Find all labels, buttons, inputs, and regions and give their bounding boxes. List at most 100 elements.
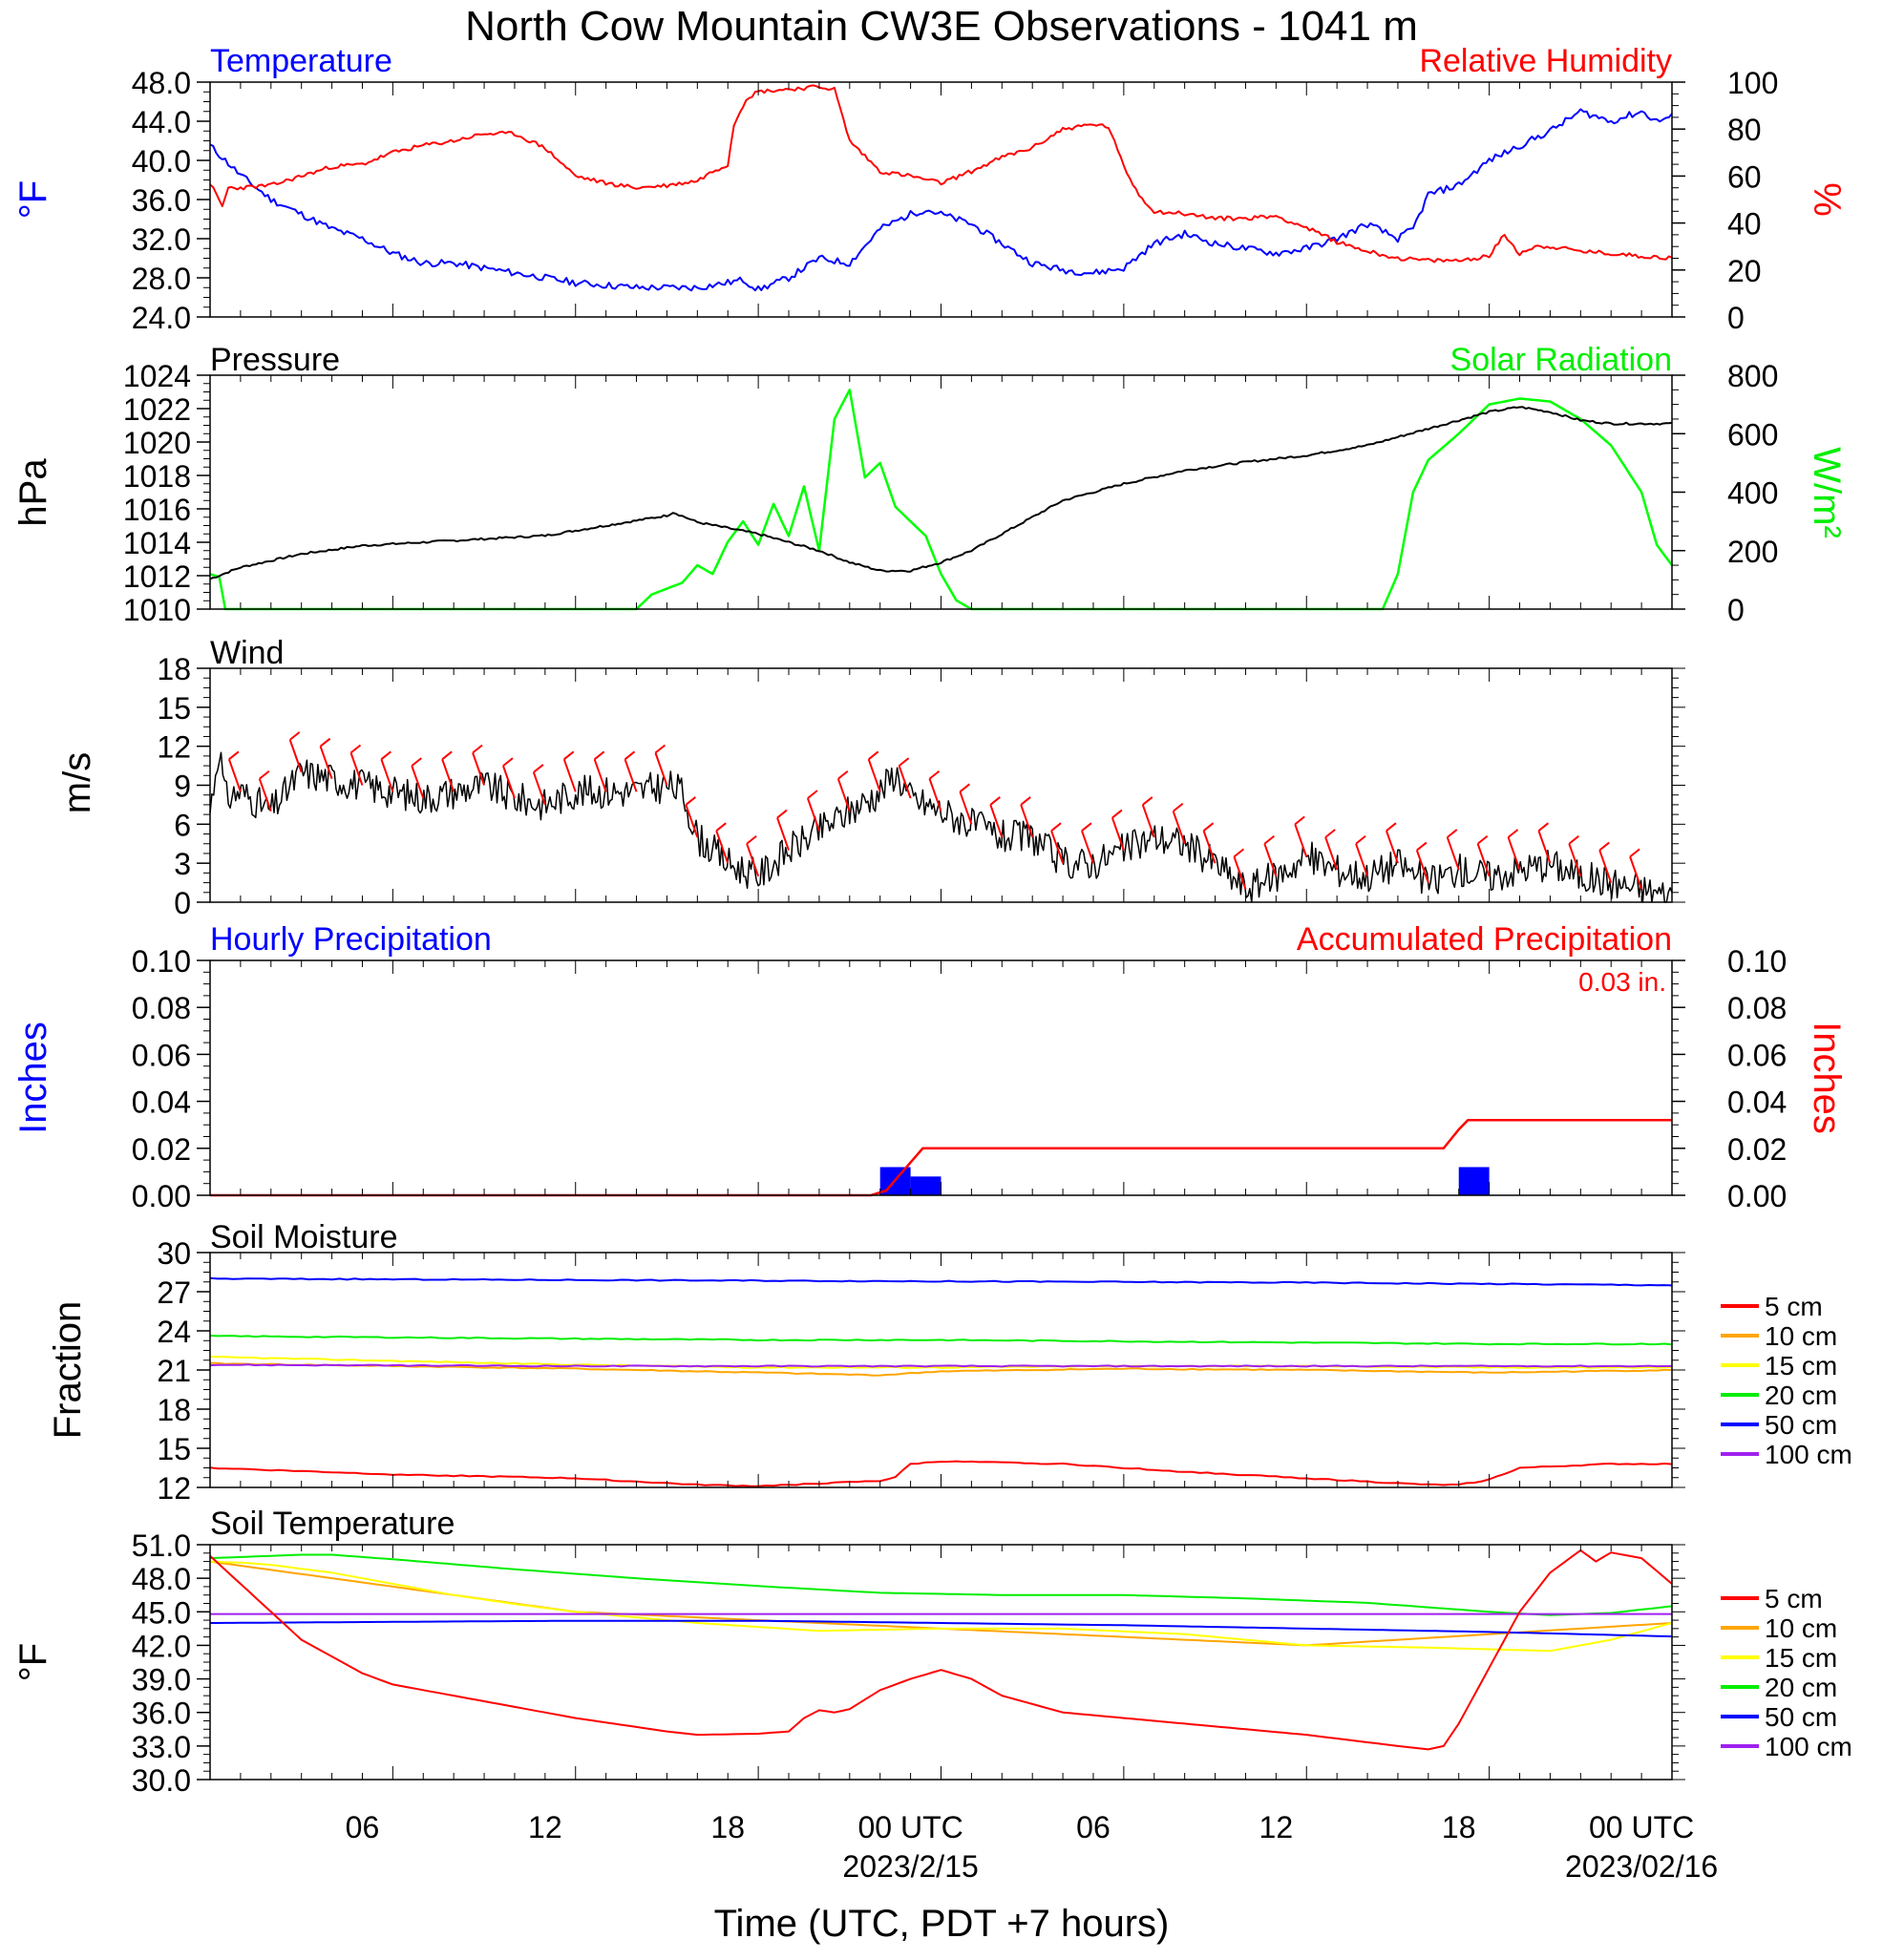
- temp-rh-frame: [209, 81, 1673, 318]
- sm-tick-label: 27: [157, 1275, 191, 1310]
- wind-barb: [1476, 843, 1491, 877]
- wind-barb-flag: [1477, 834, 1489, 845]
- wind-barb-flag: [502, 757, 514, 767]
- solar-title: Solar Radiation: [1450, 342, 1672, 378]
- wind-barb: [562, 758, 577, 792]
- pressure-tick-label: 1018: [123, 459, 191, 494]
- soil-moisture-ylabel: Fraction: [47, 1301, 89, 1440]
- st-legend-label: 100 cm: [1765, 1732, 1852, 1761]
- hourly-precip-ylabel: Inches: [12, 1022, 54, 1134]
- chart-title: North Cow Mountain CW3E Observations - 1…: [465, 3, 1418, 50]
- soil-temp-ticks: 51.048.045.042.039.036.033.030.0: [132, 1528, 1685, 1798]
- wind-barb-flag: [1537, 822, 1550, 832]
- st-tick-label: 30.0: [132, 1763, 191, 1798]
- soil-temp-line: [209, 1560, 1673, 1653]
- wind-barb-flag: [411, 757, 422, 767]
- wind-barb: [1081, 830, 1094, 864]
- date-label: 2023/02/16: [1565, 1849, 1718, 1884]
- st-tick-label: 42.0: [132, 1629, 191, 1663]
- precip-left-tick-label: 0.00: [132, 1179, 191, 1213]
- sm-legend-label: 15 cm: [1765, 1351, 1837, 1380]
- time-tick-label: 18: [1442, 1810, 1476, 1844]
- wind-barb-flag: [349, 744, 362, 754]
- precip-left-tick-label: 0.06: [132, 1038, 191, 1072]
- wind-barb: [715, 830, 730, 864]
- wind-barb: [319, 746, 333, 780]
- solar-line: [209, 389, 1674, 611]
- time-tick-label: 00 UTC: [857, 1810, 963, 1844]
- soil-temp-ylabel: °F: [12, 1643, 54, 1681]
- soil-moisture-title: Soil Moisture: [210, 1219, 398, 1255]
- wind-barb-flag: [624, 750, 636, 761]
- wind-tick-label: 12: [157, 730, 191, 765]
- wind-barb-flag: [1202, 822, 1215, 832]
- accum-precip-line: [210, 1119, 1672, 1197]
- hourly-precip-bar: [1458, 1167, 1490, 1195]
- wind-barb-flag: [1263, 834, 1275, 845]
- wind-barb: [806, 797, 820, 832]
- wind-barb-flag: [959, 783, 971, 793]
- wind-barb-flag: [594, 750, 605, 761]
- wind-barb-flag: [1050, 822, 1062, 832]
- wind-barb: [1172, 811, 1186, 845]
- solar-tick-label: 0: [1727, 593, 1745, 627]
- wind-tick-label: 18: [157, 652, 191, 686]
- wind-tick-label: 0: [174, 886, 191, 920]
- wind-barb: [1294, 824, 1308, 857]
- wind-barb: [441, 758, 455, 792]
- wind-line: [209, 751, 1673, 903]
- wind-barb-flag: [1447, 829, 1458, 838]
- precip-right-tick-label: 0.06: [1727, 1038, 1787, 1072]
- pressure-solar-series: [209, 389, 1674, 611]
- temp-rh-ticks: 48.0 44.0 40.0 36.0 32.0 28.0 24.0 100 80 60 40 20 0: [132, 66, 1779, 335]
- solar-ylabel: W/m²: [1806, 447, 1848, 538]
- solar-tick-label: 600: [1727, 417, 1778, 452]
- st-tick-label: 48.0: [132, 1562, 191, 1596]
- wind-barb: [593, 758, 607, 792]
- soil-temp-title: Soil Temperature: [210, 1506, 455, 1542]
- wind-barb-flag: [228, 750, 240, 761]
- wind-barb: [928, 778, 942, 812]
- wind-barb: [1446, 836, 1460, 871]
- wind-barb: [776, 817, 790, 851]
- soil-moisture-line: [209, 1363, 1673, 1368]
- pressure-ylabel: hPa: [12, 458, 54, 527]
- wind-barb: [532, 771, 546, 806]
- time-axis: 06 12 18 00 UTC 06 12 18 00 UTC 2023/2/15 2023/02…: [209, 82, 1718, 1884]
- soil-temp-frame: [209, 1544, 1673, 1781]
- wind-barb: [1141, 804, 1155, 838]
- wind-barb-flag: [685, 796, 696, 806]
- rh-tick-label: 40: [1727, 207, 1762, 242]
- hourly-precip-bar: [910, 1176, 942, 1195]
- wind-barb-flag: [989, 796, 1001, 806]
- soil-moisture-line: [209, 1355, 1673, 1369]
- wind-barb: [1385, 830, 1399, 864]
- wind-barb: [1050, 830, 1065, 864]
- pressure-line: [209, 406, 1673, 580]
- time-tick-label: 18: [710, 1810, 745, 1844]
- wind-barb: [1202, 830, 1217, 864]
- wind-barb: [1355, 843, 1368, 877]
- x-axis-label: Time (UTC, PDT +7 hours): [714, 1903, 1170, 1945]
- wind-barb-flag: [1111, 809, 1123, 819]
- sm-legend-label: 100 cm: [1765, 1440, 1852, 1469]
- wind-barb: [836, 778, 851, 812]
- wind-barb-flag: [1629, 848, 1640, 858]
- hourly-precip-title: Hourly Precipitation: [210, 921, 492, 958]
- st-tick-label: 36.0: [132, 1697, 191, 1731]
- temp-tick-label: 36.0: [132, 183, 191, 218]
- rh-ylabel: %: [1806, 182, 1848, 217]
- wind-barb: [654, 752, 668, 786]
- temperature-line: [209, 108, 1673, 292]
- precip-right-tick-label: 0.04: [1727, 1085, 1787, 1120]
- wind-tick-label: 6: [174, 808, 191, 842]
- wind-barb-flag: [928, 769, 941, 780]
- pressure-tick-label: 1022: [123, 392, 191, 427]
- solar-tick-label: 400: [1727, 476, 1778, 511]
- wind-barb: [1324, 836, 1339, 871]
- precip-right-tick-label: 0.08: [1727, 991, 1787, 1025]
- wind-barb: [1020, 804, 1034, 838]
- wind-barb: [472, 752, 486, 786]
